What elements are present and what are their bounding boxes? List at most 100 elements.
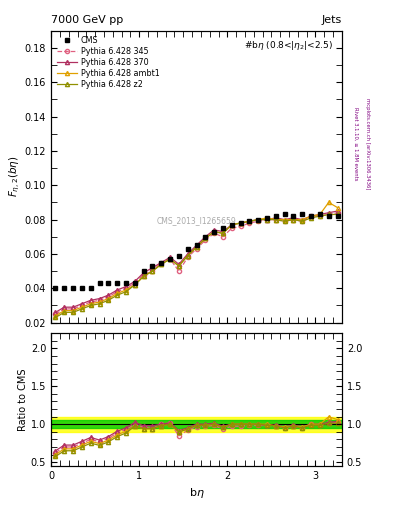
Pythia 6.428 ambt1: [185, 252, 190, 259]
Pythia 6.428 z2: [247, 218, 252, 224]
Pythia 6.428 345: [256, 218, 261, 224]
Pythia 6.428 345: [71, 306, 75, 312]
Pythia 6.428 370: [106, 292, 111, 298]
Pythia 6.428 z2: [106, 297, 111, 304]
Pythia 6.428 z2: [194, 244, 199, 250]
Pythia 6.428 z2: [335, 211, 340, 218]
Pythia 6.428 ambt1: [124, 287, 129, 293]
Text: Rivet 3.1.10, ≥ 1.8M events: Rivet 3.1.10, ≥ 1.8M events: [353, 106, 358, 180]
Pythia 6.428 ambt1: [115, 290, 119, 296]
Pythia 6.428 ambt1: [274, 217, 278, 223]
Pythia 6.428 370: [97, 295, 102, 302]
Pythia 6.428 345: [62, 306, 67, 312]
Pythia 6.428 345: [220, 233, 225, 240]
Pythia 6.428 ambt1: [88, 301, 93, 307]
Pythia 6.428 370: [176, 261, 181, 267]
CMS: [176, 252, 181, 259]
Pythia 6.428 z2: [159, 261, 163, 267]
Pythia 6.428 ambt1: [97, 299, 102, 305]
Pythia 6.428 345: [318, 213, 322, 219]
CMS: [203, 233, 208, 240]
CMS: [247, 218, 252, 224]
CMS: [168, 256, 173, 262]
Text: CMS_2013_I1265659: CMS_2013_I1265659: [157, 216, 236, 225]
CMS: [300, 211, 305, 218]
Pythia 6.428 370: [282, 217, 287, 223]
Pythia 6.428 z2: [150, 268, 155, 274]
Pythia 6.428 370: [53, 309, 58, 315]
Pythia 6.428 370: [291, 215, 296, 221]
Pythia 6.428 370: [247, 218, 252, 224]
Y-axis label: Ratio to CMS: Ratio to CMS: [18, 368, 28, 431]
CMS: [291, 213, 296, 219]
Pythia 6.428 345: [124, 285, 129, 291]
Pythia 6.428 z2: [256, 217, 261, 223]
Pythia 6.428 370: [168, 254, 173, 261]
Pythia 6.428 345: [247, 220, 252, 226]
Pythia 6.428 ambt1: [230, 222, 234, 228]
Pythia 6.428 345: [88, 299, 93, 305]
Pythia 6.428 z2: [264, 217, 269, 223]
Y-axis label: $F_{\eta,2}(b\eta)$: $F_{\eta,2}(b\eta)$: [7, 156, 22, 198]
CMS: [230, 222, 234, 228]
Pythia 6.428 345: [291, 217, 296, 223]
Pythia 6.428 ambt1: [318, 211, 322, 218]
Legend: CMS, Pythia 6.428 345, Pythia 6.428 370, Pythia 6.428 ambt1, Pythia 6.428 z2: CMS, Pythia 6.428 345, Pythia 6.428 370,…: [55, 35, 161, 91]
Pythia 6.428 z2: [71, 309, 75, 315]
CMS: [326, 213, 331, 219]
Pythia 6.428 370: [185, 251, 190, 257]
Pythia 6.428 ambt1: [300, 217, 305, 223]
Pythia 6.428 ambt1: [141, 273, 146, 280]
Text: 7000 GeV pp: 7000 GeV pp: [51, 15, 123, 25]
Pythia 6.428 345: [274, 217, 278, 223]
Pythia 6.428 345: [203, 237, 208, 243]
Pythia 6.428 ambt1: [71, 308, 75, 314]
Pythia 6.428 z2: [203, 236, 208, 242]
Pythia 6.428 ambt1: [62, 308, 67, 314]
Pythia 6.428 345: [115, 289, 119, 295]
Pythia 6.428 370: [326, 209, 331, 216]
Pythia 6.428 370: [335, 208, 340, 214]
Pythia 6.428 345: [282, 218, 287, 224]
Pythia 6.428 345: [106, 294, 111, 300]
CMS: [124, 280, 129, 286]
Pythia 6.428 345: [150, 268, 155, 274]
Pythia 6.428 345: [159, 260, 163, 266]
Line: Pythia 6.428 345: Pythia 6.428 345: [53, 210, 340, 316]
CMS: [62, 285, 67, 291]
Pythia 6.428 345: [176, 268, 181, 274]
Pythia 6.428 370: [212, 227, 217, 233]
CMS: [220, 225, 225, 231]
Pythia 6.428 345: [300, 218, 305, 224]
Pythia 6.428 z2: [318, 213, 322, 219]
Pythia 6.428 345: [53, 311, 58, 317]
Pythia 6.428 345: [97, 297, 102, 304]
Pythia 6.428 z2: [326, 211, 331, 218]
Pythia 6.428 ambt1: [159, 261, 163, 267]
Pythia 6.428 345: [168, 256, 173, 262]
CMS: [79, 285, 84, 291]
Pythia 6.428 ambt1: [168, 256, 173, 262]
Pythia 6.428 370: [309, 213, 314, 219]
Pythia 6.428 370: [159, 260, 163, 266]
Pythia 6.428 z2: [282, 218, 287, 224]
Pythia 6.428 z2: [168, 256, 173, 262]
Pythia 6.428 370: [62, 304, 67, 310]
Pythia 6.428 370: [141, 270, 146, 276]
Pythia 6.428 ambt1: [220, 230, 225, 237]
CMS: [212, 228, 217, 234]
Pythia 6.428 370: [88, 297, 93, 304]
Text: mcplots.cern.ch [arXiv:1306.3436]: mcplots.cern.ch [arXiv:1306.3436]: [365, 98, 370, 189]
Pythia 6.428 ambt1: [309, 213, 314, 219]
Pythia 6.428 ambt1: [282, 217, 287, 223]
Pythia 6.428 z2: [53, 314, 58, 321]
Pythia 6.428 345: [309, 213, 314, 219]
CMS: [71, 285, 75, 291]
Pythia 6.428 345: [238, 223, 243, 229]
CMS: [97, 280, 102, 286]
Pythia 6.428 ambt1: [238, 220, 243, 226]
Pythia 6.428 z2: [238, 220, 243, 226]
Line: CMS: CMS: [53, 212, 340, 291]
CMS: [282, 211, 287, 218]
Pythia 6.428 ambt1: [256, 217, 261, 223]
